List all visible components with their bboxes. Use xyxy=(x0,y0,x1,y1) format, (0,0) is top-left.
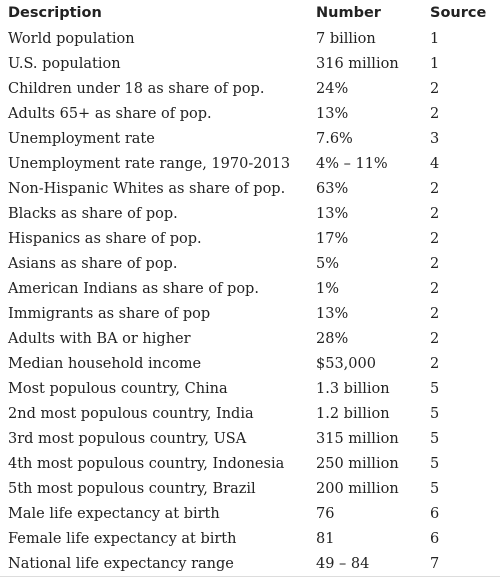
table-cell: 13% xyxy=(316,105,349,122)
table-cell: 316 million xyxy=(316,55,399,72)
table-row: 5th most populous country, Brazil 200 mil… xyxy=(0,476,500,501)
table-cell: 24% xyxy=(316,80,349,97)
table-cell: 2 xyxy=(430,230,440,247)
table-cell: Hispanics as share of pop. xyxy=(8,230,202,247)
table-row: Blacks as share of pop. 13% 2 xyxy=(0,201,500,226)
table-row: Adults 65+ as share of pop. 13% 2 xyxy=(0,101,500,126)
table-row: Children under 18 as share of pop. 24% 2 xyxy=(0,76,500,101)
table-cell: 250 million xyxy=(316,455,399,472)
table-cell: 1.3 billion xyxy=(316,380,390,397)
table-cell: 7 xyxy=(422,551,500,577)
table-cell: 5 xyxy=(430,480,440,497)
table-cell: 76 xyxy=(316,505,335,522)
table-cell: 81 xyxy=(316,530,335,547)
table-cell: 4 xyxy=(430,155,440,172)
table-header: Description Number Source xyxy=(0,0,500,26)
table-row: Median household income $53,000 2 xyxy=(0,351,500,376)
table-row: Most populous country, China 1.3 billion 5 xyxy=(0,376,500,401)
table-cell: 2 xyxy=(430,105,440,122)
table-row: Male life expectancy at birth 76 6 xyxy=(0,501,500,526)
table-cell: 2 xyxy=(430,305,440,322)
table-cell: 3 xyxy=(430,130,440,147)
table-cell: U.S. population xyxy=(8,55,121,72)
table-cell: 5 xyxy=(430,380,440,397)
table-cell: 13% xyxy=(316,205,349,222)
table-cell: 4% – 11% xyxy=(316,155,388,172)
header-row: Description Number Source xyxy=(0,0,500,26)
table-cell: Non-Hispanic Whites as share of pop. xyxy=(8,180,286,197)
table-cell: 2 xyxy=(430,280,440,297)
table-cell: $53,000 xyxy=(316,355,376,372)
table-cell: 5th most populous country, Brazil xyxy=(8,480,256,497)
table-cell: Asians as share of pop. xyxy=(8,255,178,272)
table-cell: American Indians as share of pop. xyxy=(8,280,259,297)
table-cell: Unemployment rate range, 1970-2013 xyxy=(8,155,291,172)
table-cell: Adults with BA or higher xyxy=(8,330,191,347)
table-row: Asians as share of pop. 5% 2 xyxy=(0,251,500,276)
table-row: Immigrants as share of pop 13% 2 xyxy=(0,301,500,326)
table-cell: 7 billion xyxy=(316,30,376,47)
table-cell: 2 xyxy=(430,205,440,222)
table-cell: 63% xyxy=(316,180,349,197)
column-header: Number xyxy=(316,5,381,21)
table-cell: Median household income xyxy=(8,355,202,372)
table-cell: 13% xyxy=(316,305,349,322)
table-cell: 28% xyxy=(316,330,349,347)
table-row: Female life expectancy at birth 81 6 xyxy=(0,526,500,551)
table-body: World population 7 billion 1 U.S. populatio… xyxy=(0,26,500,577)
table-cell: 2 xyxy=(430,330,440,347)
table-cell: Female life expectancy at birth xyxy=(8,530,237,547)
table-cell: 5 xyxy=(430,430,440,447)
table-row: American Indians as share of pop. 1% 2 xyxy=(0,276,500,301)
table-cell: 6 xyxy=(430,530,440,547)
column-header: Source xyxy=(430,5,487,21)
table-cell: 17% xyxy=(316,230,349,247)
table-cell: 1% xyxy=(316,280,340,297)
table-row: Non-Hispanic Whites as share of pop. 63% 2 xyxy=(0,176,500,201)
table-cell: Most populous country, China xyxy=(8,380,228,397)
table-cell: World population xyxy=(8,30,135,47)
table-cell: Male life expectancy at birth xyxy=(8,505,220,522)
table-cell: 2 xyxy=(430,180,440,197)
table-row: National life expectancy range 49 – 84 7 xyxy=(0,551,500,577)
table-cell: 2 xyxy=(430,80,440,97)
table-cell: 2 xyxy=(430,255,440,272)
table-cell: 5% xyxy=(316,255,340,272)
table-cell: 1 xyxy=(430,55,440,72)
table-cell: 49 – 84 xyxy=(308,551,422,577)
table-cell: 1 xyxy=(430,30,440,47)
table-row: Adults with BA or higher 28% 2 xyxy=(0,326,500,351)
table-cell: Adults 65+ as share of pop. xyxy=(8,105,212,122)
table-row: Unemployment rate range, 1970-2013 4% – 1… xyxy=(0,151,500,176)
table-row: 4th most populous country, Indonesia 250 … xyxy=(0,451,500,476)
table-cell: 7.6% xyxy=(316,130,353,147)
table-row: 2nd most populous country, India 1.2 bill… xyxy=(0,401,500,426)
table-cell: Immigrants as share of pop xyxy=(8,305,211,322)
table-row: Unemployment rate 7.6% 3 xyxy=(0,126,500,151)
table-cell: 6 xyxy=(430,505,440,522)
table-cell: Children under 18 as share of pop. xyxy=(8,80,265,97)
column-header: Description xyxy=(8,5,102,21)
table-cell: 5 xyxy=(430,455,440,472)
table-cell: Blacks as share of pop. xyxy=(8,205,178,222)
table-row: 3rd most populous country, USA 315 millio… xyxy=(0,426,500,451)
table-cell: Unemployment rate xyxy=(8,130,155,147)
table-cell: 315 million xyxy=(316,430,399,447)
table-row: Hispanics as share of pop. 17% 2 xyxy=(0,226,500,251)
table-cell: 4th most populous country, Indonesia xyxy=(8,455,285,472)
table-row: U.S. population 316 million 1 xyxy=(0,51,500,76)
table-cell: 200 million xyxy=(316,480,399,497)
table-row: World population 7 billion 1 xyxy=(0,26,500,51)
table-cell: 2nd most populous country, India xyxy=(8,405,254,422)
table-cell: 3rd most populous country, USA xyxy=(8,430,247,447)
table-cell: 1.2 billion xyxy=(316,405,390,422)
table-cell: National life expectancy range xyxy=(0,551,308,577)
table-cell: 2 xyxy=(430,355,440,372)
table-cell: 5 xyxy=(430,405,440,422)
